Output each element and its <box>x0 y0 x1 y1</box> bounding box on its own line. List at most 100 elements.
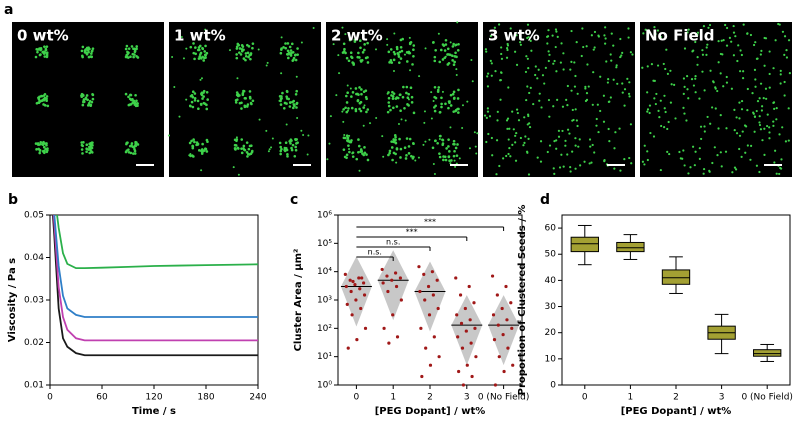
particle <box>357 144 361 148</box>
particle <box>232 166 235 169</box>
particle <box>631 53 634 56</box>
particle <box>696 63 699 66</box>
particle <box>768 131 771 134</box>
particle <box>358 107 361 111</box>
particle <box>502 157 505 160</box>
particle <box>584 85 587 88</box>
particle <box>409 41 413 44</box>
particle <box>295 89 298 93</box>
particle <box>238 51 241 54</box>
particle <box>448 100 451 103</box>
particle <box>650 63 654 66</box>
particle <box>591 103 594 106</box>
particle <box>779 82 782 85</box>
data-point <box>472 301 476 305</box>
particle <box>663 107 666 110</box>
particle <box>779 69 782 73</box>
particle <box>433 55 437 59</box>
particle <box>485 50 488 53</box>
particle <box>362 153 366 157</box>
particle <box>646 150 649 153</box>
particle <box>623 158 626 161</box>
particle <box>746 87 749 91</box>
particle <box>628 95 631 98</box>
particle <box>133 152 137 155</box>
particle <box>455 154 459 157</box>
particle <box>250 150 254 154</box>
particle <box>571 108 574 112</box>
particle <box>712 81 715 84</box>
green-particles <box>168 26 315 176</box>
particle <box>135 99 138 103</box>
particle <box>363 146 366 149</box>
particle <box>761 139 764 142</box>
particle <box>783 35 787 38</box>
y-tick-label: 10⁶ <box>317 211 332 221</box>
particle <box>235 53 238 56</box>
particle <box>669 101 673 104</box>
particle <box>392 58 396 62</box>
particle <box>442 158 445 162</box>
particle <box>197 149 201 152</box>
particle <box>244 52 248 55</box>
particle <box>265 129 268 132</box>
particle <box>717 40 720 43</box>
particle <box>702 167 706 171</box>
particle <box>574 74 577 78</box>
particle <box>38 95 41 99</box>
data-point <box>426 284 431 289</box>
particle <box>698 157 701 160</box>
particle <box>500 71 503 74</box>
particle <box>228 49 231 52</box>
particle <box>452 142 455 146</box>
particle <box>178 115 181 118</box>
particle <box>85 94 89 97</box>
particle <box>456 143 459 146</box>
particle <box>240 138 244 141</box>
particle <box>593 30 597 34</box>
significance-label: *** <box>406 228 418 237</box>
particle <box>587 85 590 88</box>
x-tick-label: 2 <box>427 393 433 403</box>
y-tick-label: 10⁴ <box>317 267 332 277</box>
particle <box>488 115 492 118</box>
particle <box>484 48 488 51</box>
particle <box>328 142 331 145</box>
particle <box>243 105 247 109</box>
data-point <box>360 276 364 280</box>
particle <box>561 105 565 108</box>
particle <box>775 107 778 110</box>
particle <box>694 91 697 94</box>
particle <box>673 83 676 86</box>
particle <box>237 173 240 176</box>
particle <box>656 64 660 67</box>
particle <box>509 155 512 158</box>
particle <box>400 49 404 53</box>
particle <box>349 51 353 54</box>
particle <box>621 82 624 85</box>
x-tick-label: 0 <box>354 393 360 403</box>
data-point <box>391 313 395 317</box>
particle <box>295 101 299 105</box>
x-tick-label: 1 <box>628 393 634 403</box>
particle <box>90 55 93 59</box>
particle <box>644 28 647 31</box>
particle <box>514 141 517 144</box>
data-point <box>436 306 440 311</box>
particle <box>285 90 289 94</box>
particle <box>398 50 402 54</box>
x-tick-label: 60 <box>96 393 108 403</box>
panel-label: c <box>290 192 298 208</box>
data-point <box>506 346 510 350</box>
particle <box>433 106 436 109</box>
particle <box>199 53 202 56</box>
y-axis-title: Cluster Area / μm² <box>293 249 304 352</box>
particle <box>288 101 292 104</box>
x-tick-label: 0 <box>582 393 588 403</box>
particle <box>240 151 244 155</box>
particle <box>349 87 352 90</box>
particle <box>548 53 551 56</box>
particle <box>292 106 295 110</box>
particle <box>205 150 209 153</box>
